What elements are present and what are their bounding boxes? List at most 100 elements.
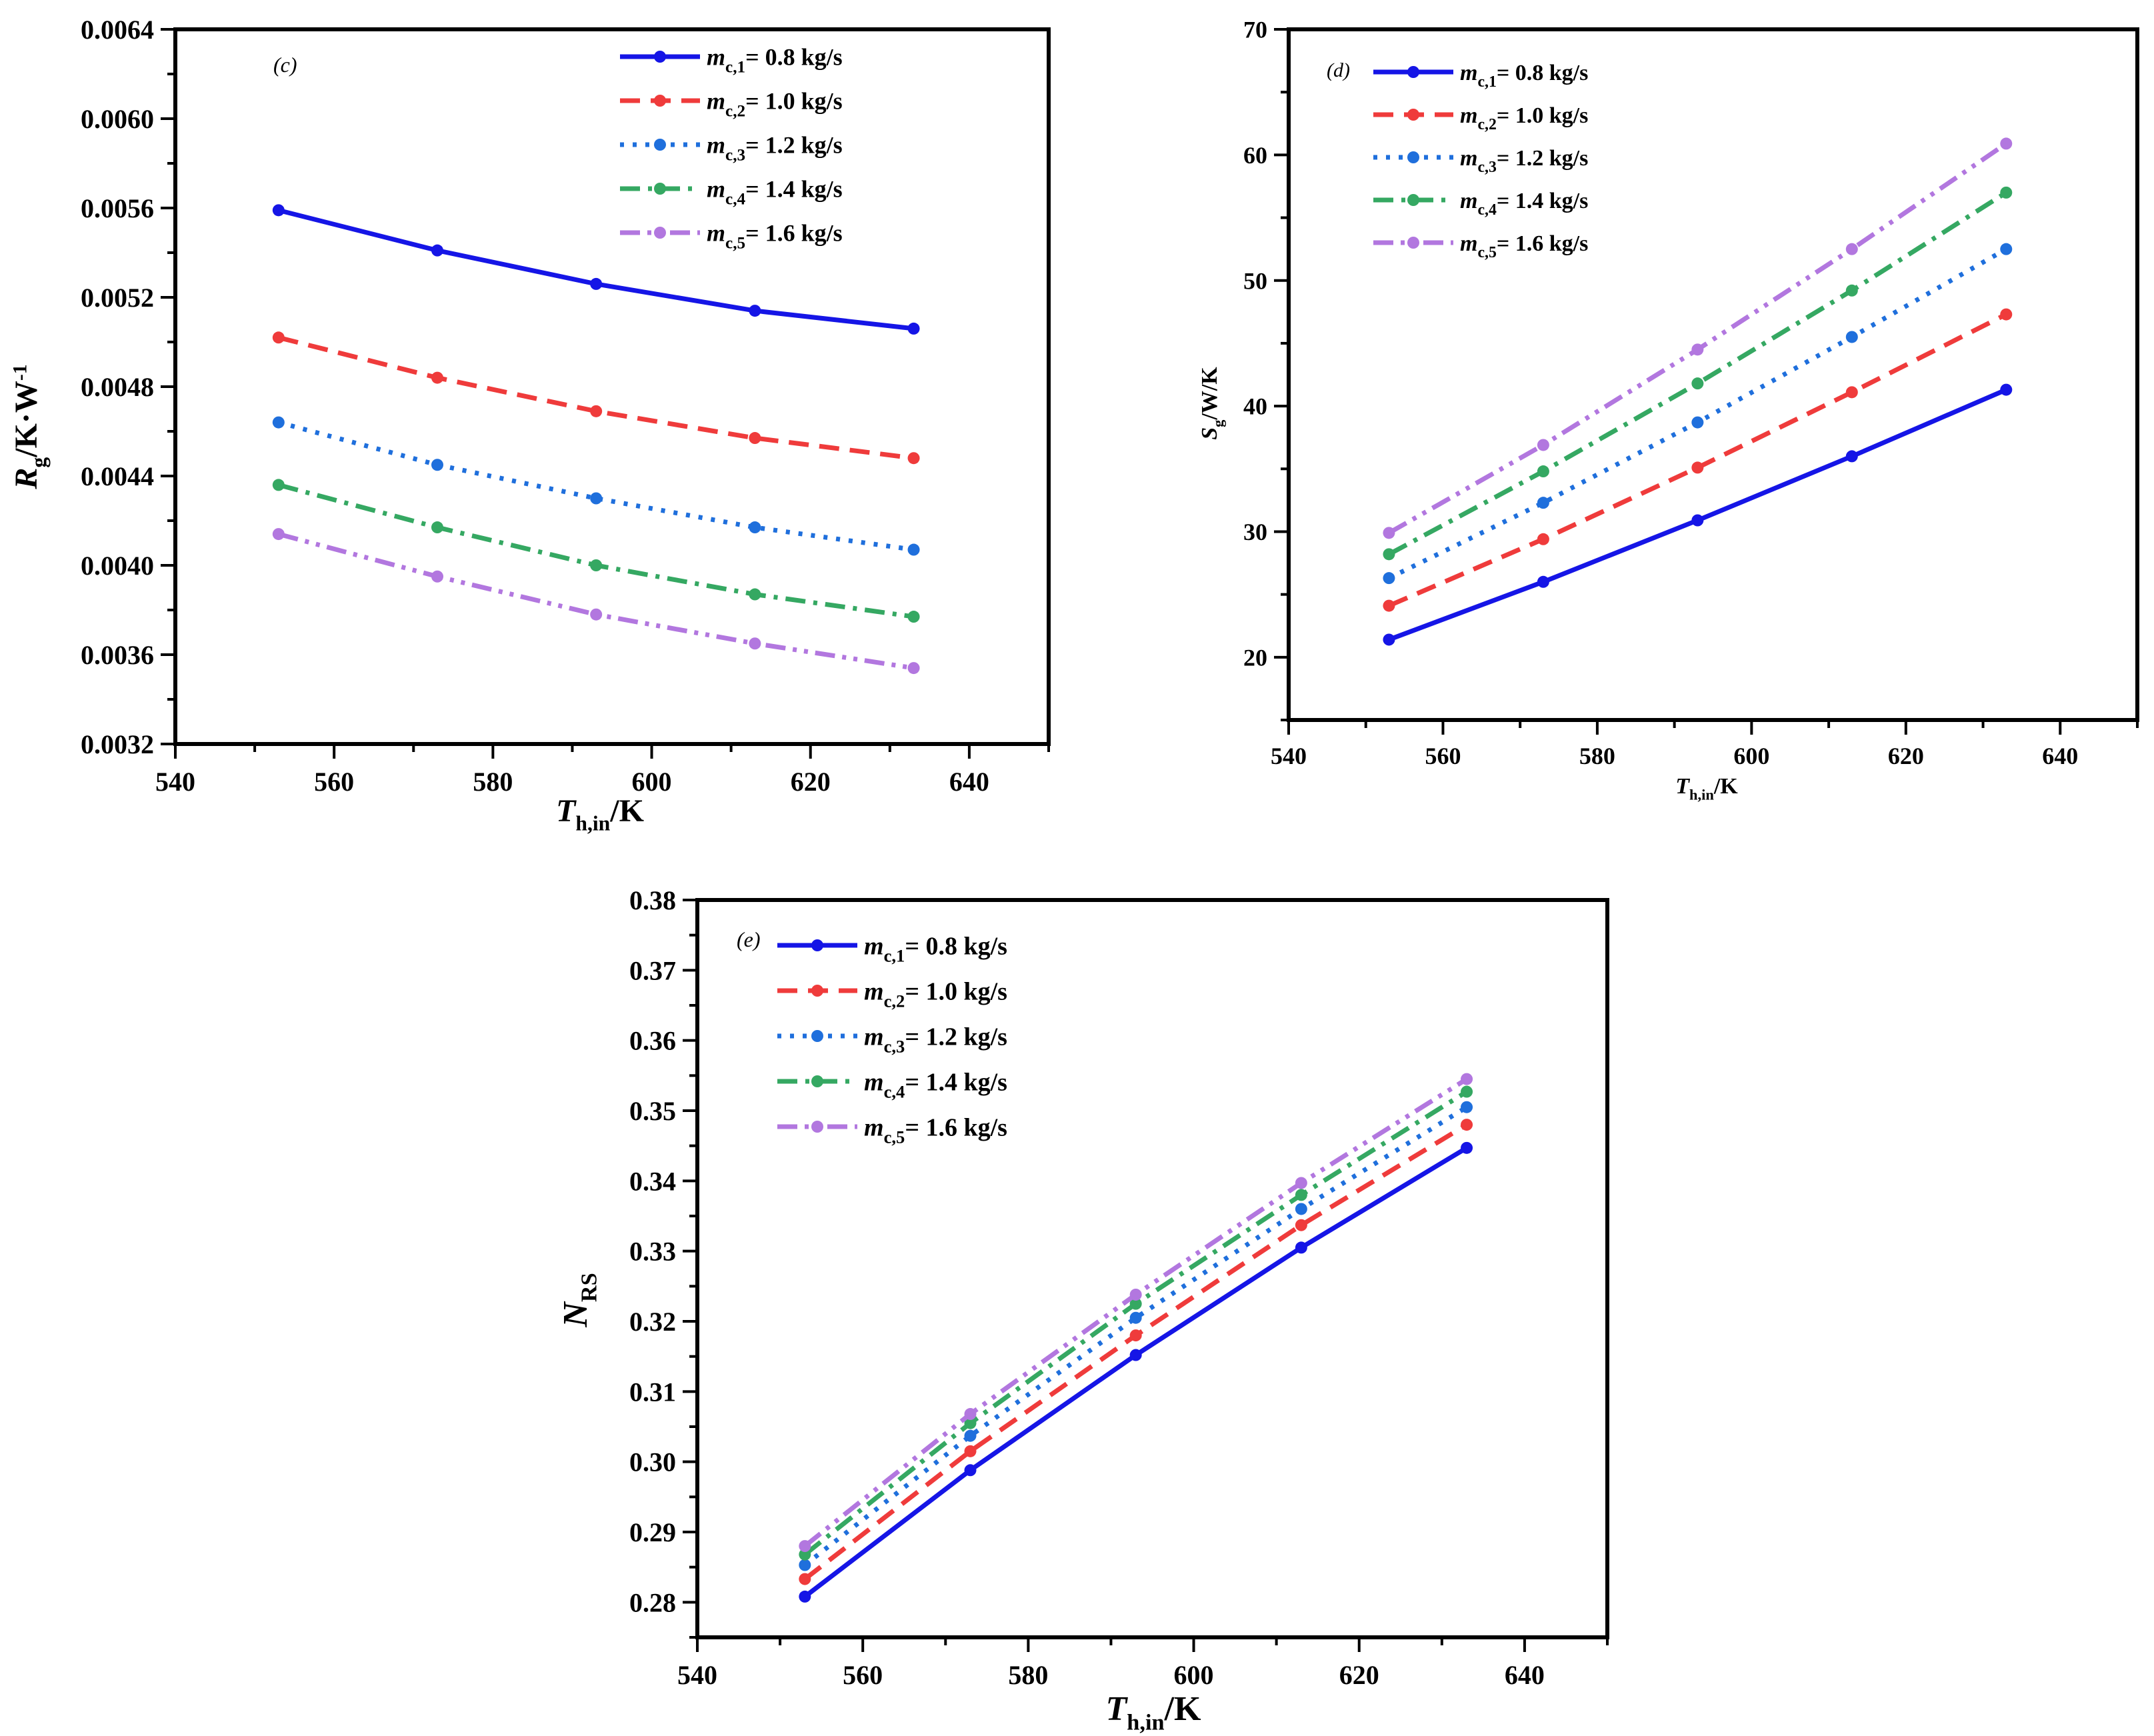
data-point (1537, 575, 1549, 588)
data-point (907, 543, 920, 556)
legend-sub: c,3 (884, 1037, 905, 1057)
legend-label-1: mc,1= 0.8 kg/s (1460, 61, 1588, 91)
y-tick-label: 60 (1243, 142, 1267, 169)
legend-marker (1407, 237, 1419, 249)
data-point (1383, 633, 1395, 646)
y-tick-label: 0.0044 (81, 461, 154, 491)
data-point (749, 521, 761, 534)
data-point (799, 1590, 811, 1603)
legend-marker (811, 1121, 823, 1133)
data-point (2000, 308, 2013, 321)
data-point (590, 492, 603, 505)
data-point (1129, 1349, 1142, 1361)
legend-m: m (864, 1068, 884, 1096)
legend-label-4: mc,4= 1.4 kg/s (1460, 189, 1588, 219)
x-tick-label: 540 (1271, 743, 1307, 769)
x-axis-title: Th,in/K (1106, 1690, 1201, 1735)
y-tick-label: 20 (1243, 644, 1267, 671)
y-tick-label: 0.30 (629, 1447, 676, 1477)
panel-label: (e) (737, 927, 761, 951)
legend-value: = 1.4 kg/s (745, 176, 843, 203)
legend-m: m (864, 1113, 884, 1141)
data-point (1461, 1141, 1473, 1154)
data-point (272, 528, 285, 541)
legend-marker (654, 183, 666, 195)
data-point (1845, 243, 1858, 255)
data-point (1537, 497, 1549, 509)
legend-marker (654, 139, 666, 151)
legend-label-2: mc,2= 1.0 kg/s (1460, 103, 1588, 133)
legend-sub: c,1 (1477, 73, 1496, 91)
legend-marker (811, 1030, 823, 1042)
plot-frame (695, 898, 1609, 1639)
legend-sub: c,5 (725, 234, 745, 252)
legend-value: = 0.8 kg/s (1497, 61, 1588, 85)
x-axis-title: Th,in/K (1675, 774, 1738, 803)
data-point (1691, 514, 1704, 527)
panel-label: (c) (273, 53, 297, 77)
y-axis-title: Rg/K·W-1 (9, 364, 50, 489)
x-tick-label: 560 (314, 767, 354, 797)
legend-value: = 1.2 kg/s (1497, 146, 1588, 171)
x-tick-label: 640 (1505, 1660, 1545, 1690)
data-point (799, 1548, 811, 1561)
y-tick-label: 0.0036 (81, 640, 154, 670)
legend-label-1: mc,1= 0.8 kg/s (707, 44, 843, 77)
legend-m: m (707, 132, 725, 159)
legend-value: = 1.6 kg/s (905, 1113, 1007, 1141)
legend: mc,1= 0.8 kg/smc,2= 1.0 kg/smc,3= 1.2 kg… (1373, 61, 1588, 261)
data-point (1129, 1288, 1142, 1301)
legend-value: = 1.6 kg/s (1497, 231, 1588, 256)
legend-m: m (1460, 103, 1477, 128)
data-point (749, 432, 761, 445)
plot-frame (173, 27, 1051, 746)
legend-m: m (864, 932, 884, 960)
y-tick-label: 0.28 (629, 1587, 676, 1617)
legend-marker (1407, 66, 1419, 78)
data-point (964, 1408, 977, 1421)
legend-value: = 1.6 kg/s (745, 220, 843, 247)
x-axis-main: T (1675, 774, 1690, 799)
legend-m: m (864, 977, 884, 1005)
data-point (1845, 386, 1858, 399)
data-point (590, 608, 603, 621)
y-tick-label: 0.38 (629, 885, 676, 915)
data-point (1461, 1119, 1473, 1131)
legend-sub: c,3 (1477, 159, 1497, 176)
data-point (1845, 284, 1858, 297)
y-axis-title: Sg/W/K (1197, 367, 1227, 440)
series-line-2 (1388, 312, 2007, 608)
legend-marker (811, 1075, 823, 1087)
legend-label-2: mc,2= 1.0 kg/s (707, 88, 843, 121)
x-tick-label: 620 (1339, 1660, 1379, 1690)
y-axis-unit: /K·W (9, 381, 44, 458)
legend-label-2: mc,2= 1.0 kg/s (864, 977, 1007, 1011)
legend-marker (811, 939, 823, 951)
legend-marker (811, 985, 823, 997)
data-point (1691, 416, 1704, 429)
data-point (431, 521, 443, 534)
legend-label-3: mc,3= 1.2 kg/s (707, 132, 843, 165)
legend-sub: c,3 (725, 146, 745, 164)
data-point (2000, 383, 2013, 396)
legend-sub: c,4 (884, 1082, 905, 1102)
legend-marker (654, 51, 666, 63)
legend-label-3: mc,3= 1.2 kg/s (864, 1023, 1007, 1056)
data-point (799, 1559, 811, 1571)
data-point (1383, 548, 1395, 561)
legend-label-1: mc,1= 0.8 kg/s (864, 932, 1007, 965)
y-tick-label: 0.33 (629, 1237, 676, 1267)
x-tick-label: 560 (1425, 743, 1461, 769)
y-tick-label: 0.0048 (81, 372, 154, 402)
data-point (1129, 1297, 1142, 1310)
legend-value: = 0.8 kg/s (745, 44, 843, 71)
y-axis-main: N (557, 1301, 595, 1328)
legend: mc,1= 0.8 kg/s mc,2= 1.0 kg/s mc,3= 1.2 kg… (620, 44, 843, 252)
data-point (1691, 343, 1704, 356)
data-point (272, 416, 285, 429)
y-axis-title: NRS (557, 1273, 602, 1327)
legend-m: m (1460, 231, 1477, 256)
legend-value: = 1.2 kg/s (745, 132, 843, 159)
legend-value: = 1.4 kg/s (905, 1068, 1007, 1096)
